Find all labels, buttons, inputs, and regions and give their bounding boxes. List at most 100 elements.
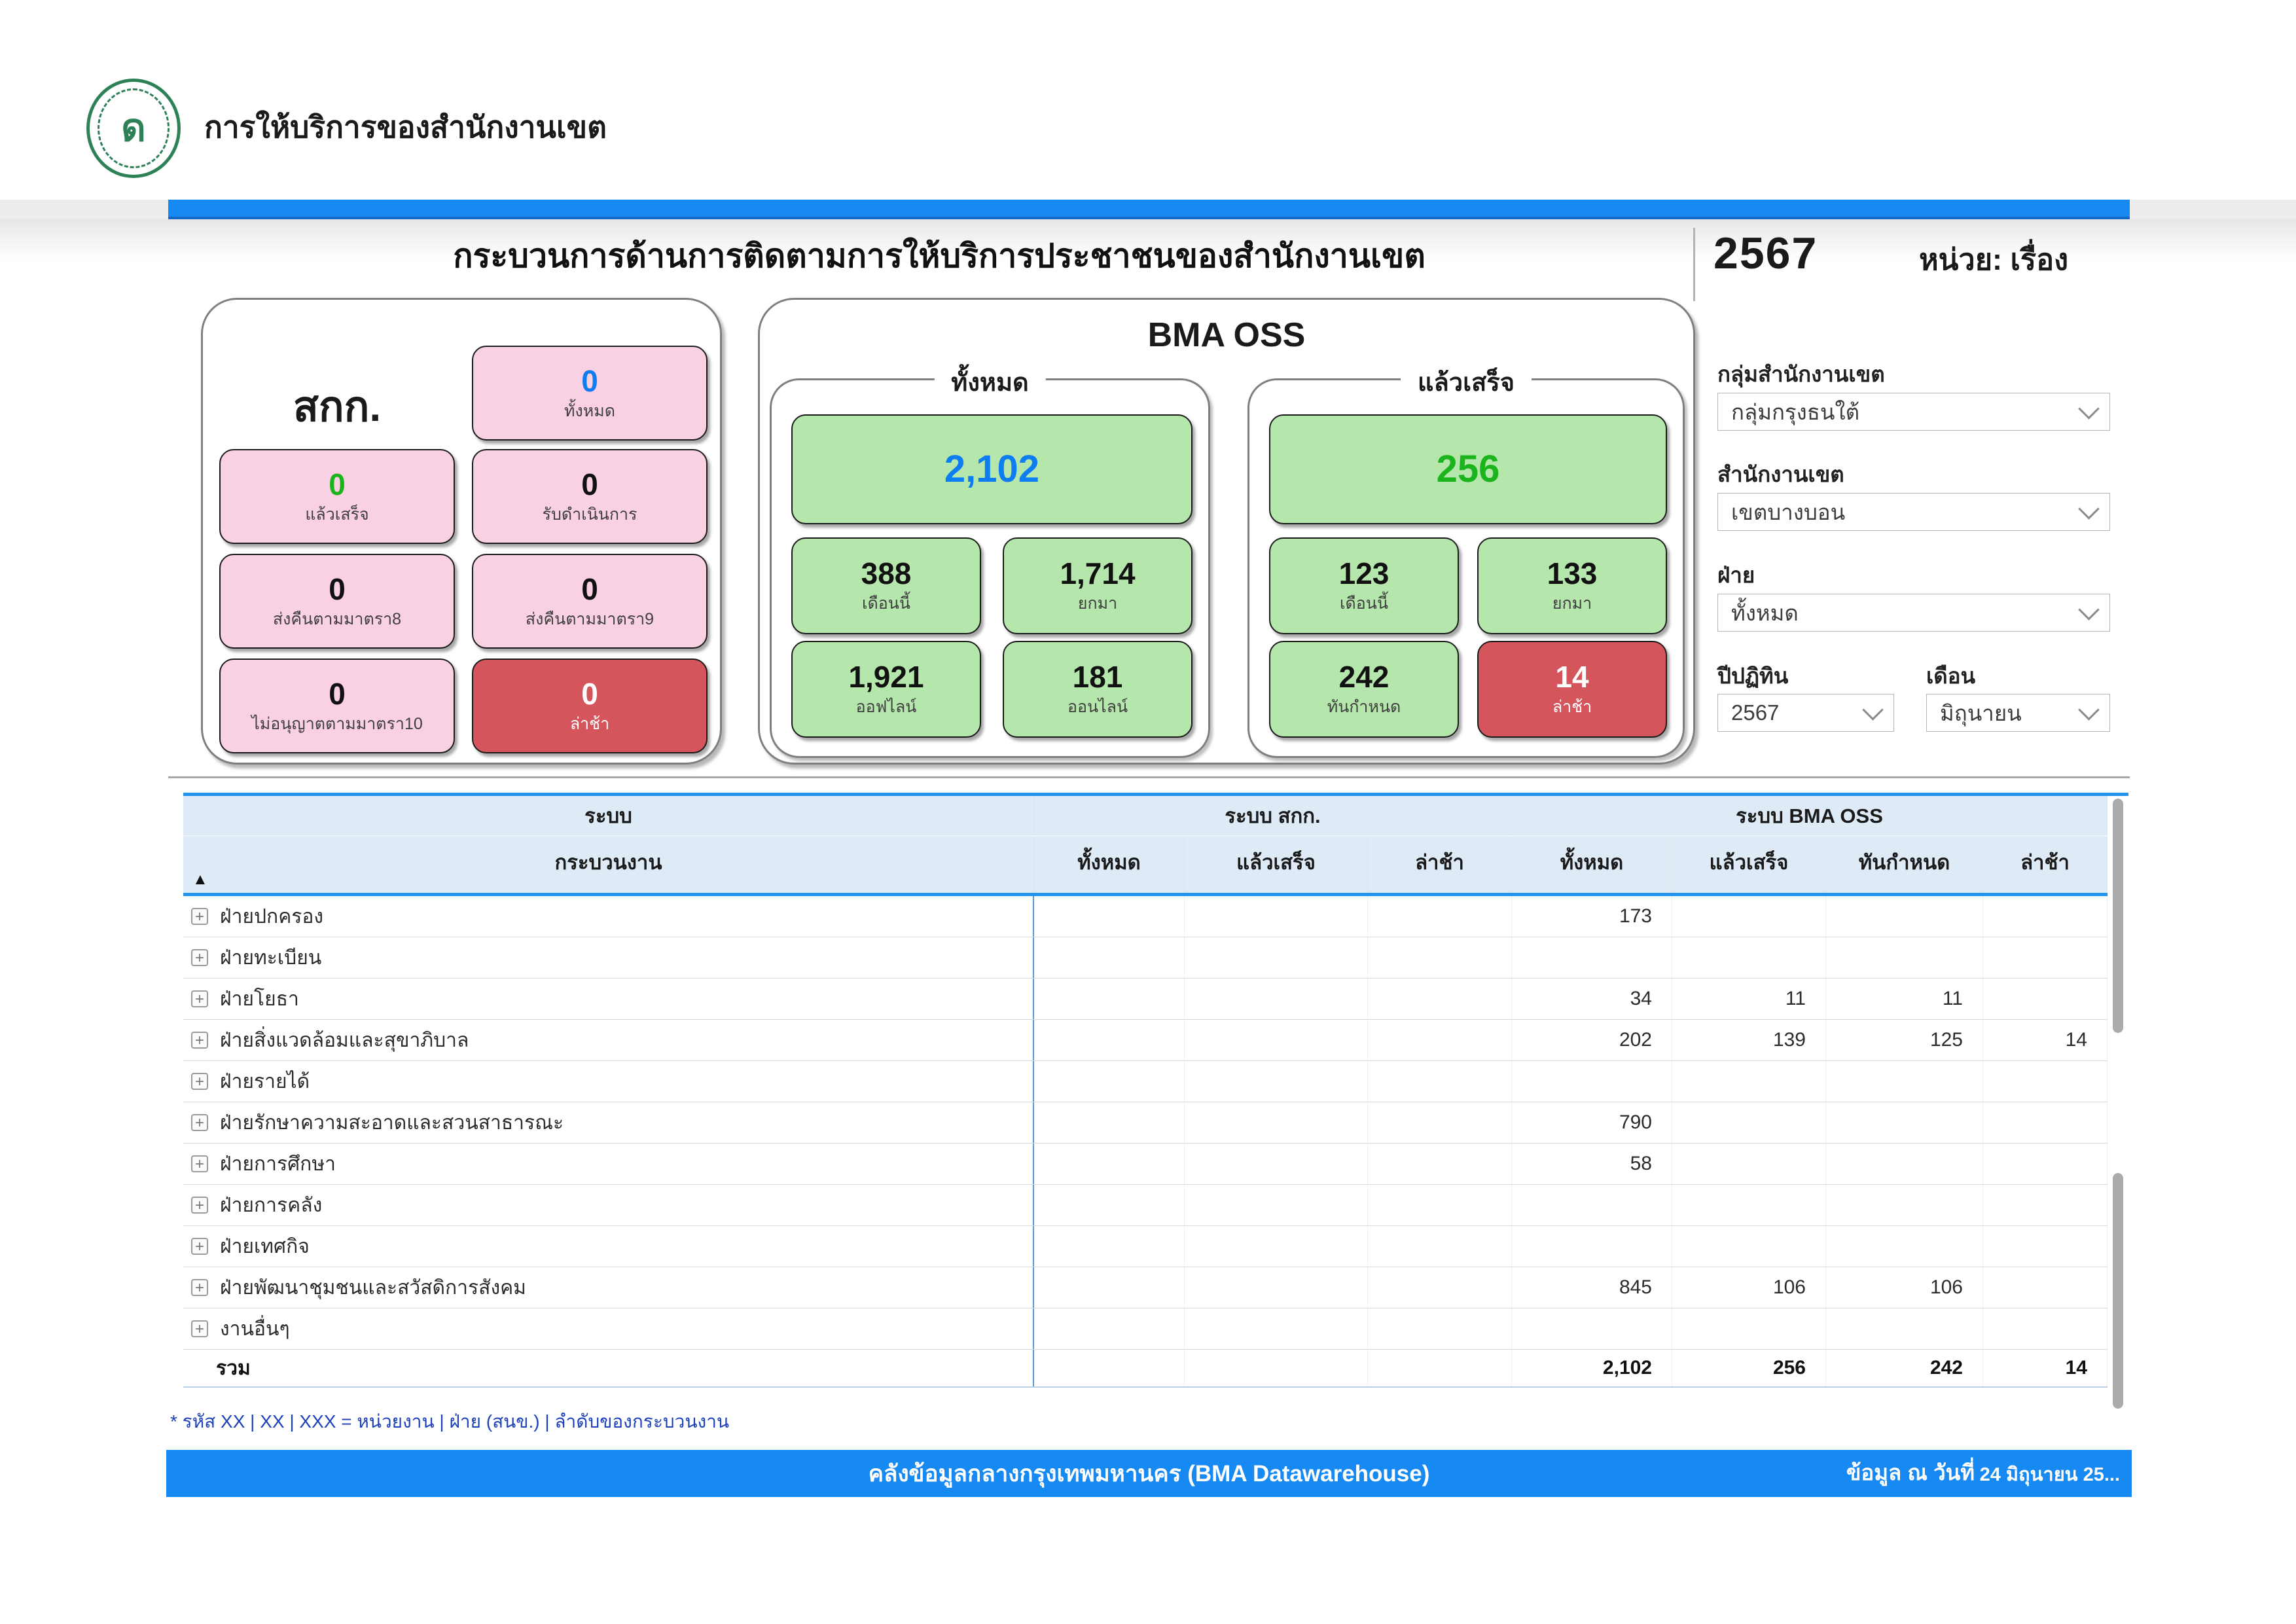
value-cell: 790 — [1512, 1102, 1672, 1143]
chevron-down-icon — [2078, 598, 2100, 621]
value-cell — [1826, 937, 1983, 978]
filter-dropdown-calendar-year[interactable]: 2567 — [1717, 694, 1894, 732]
table-column-header[interactable]: ทันกำหนด — [1826, 837, 1983, 893]
row-header-cell: + ฝ่ายโยธา — [183, 979, 1034, 1019]
row-label: งานอื่นๆ — [220, 1318, 290, 1340]
row-label: ฝ่ายรายได้ — [220, 1070, 310, 1092]
table-column-header[interactable]: ทั้งหมด — [1034, 837, 1185, 893]
row-label: รวม — [216, 1357, 251, 1379]
value-cell — [1983, 896, 2108, 937]
value-cell: 845 — [1512, 1267, 1672, 1308]
table-scrollbar-thumb-lower[interactable] — [2113, 1173, 2123, 1409]
value-cell — [1185, 979, 1368, 1019]
value-cell — [1672, 1102, 1826, 1143]
table-row[interactable]: + ฝ่ายพัฒนาชุมชนและสวัสดิการสังคม 845 106 10… — [183, 1267, 2108, 1308]
value-cell — [1185, 896, 1368, 937]
table-row[interactable]: + ฝ่ายเทศกิจ — [183, 1226, 2108, 1267]
expand-plus-icon[interactable]: + — [191, 1114, 208, 1131]
table-row[interactable]: + ฝ่ายสิ่งแวดล้อมและสุขาภิบาล 202 139 125 14 — [183, 1020, 2108, 1061]
table-row[interactable]: + งานอื่นๆ — [183, 1308, 2108, 1350]
sort-ascending-icon[interactable]: ▲ — [192, 871, 208, 888]
filter-dropdown-division[interactable]: ทั้งหมด — [1717, 594, 2110, 632]
table-row[interactable]: + ฝ่ายโยธา 34 11 11 — [183, 979, 2108, 1020]
table-column-header[interactable]: ล่าช้า — [1983, 837, 2108, 893]
year-badge: 2567 — [1713, 228, 1818, 278]
unit-label: หน่วย: เรื่อง — [1919, 243, 2069, 276]
expand-plus-icon[interactable]: + — [191, 1238, 208, 1255]
kpi-card-ส่งคืนตามมาตรา8: 0 ส่งคืนตามมาตรา8 — [219, 554, 455, 649]
kpi-card-ทั้งหมด: 0 ทั้งหมด — [472, 346, 708, 441]
title-divider — [1693, 228, 1695, 301]
value-cell — [1826, 1226, 1983, 1267]
table-column-header[interactable]: แล้วเสร็จ — [1672, 837, 1826, 893]
kpi-label: ออฟไลน์ — [855, 698, 917, 717]
filter-label-month: เดือน — [1926, 664, 1976, 688]
top-accent-bar — [168, 200, 2130, 219]
row-header-cell: + ฝ่ายปกครอง — [183, 896, 1034, 937]
value-cell — [1672, 1308, 1826, 1349]
value-cell: 242 — [1826, 1350, 1983, 1386]
table-column-header[interactable]: ล่าช้า — [1368, 837, 1512, 893]
expand-plus-icon[interactable]: + — [191, 1032, 208, 1049]
table-row[interactable]: + ฝ่ายการคลัง — [183, 1185, 2108, 1226]
value-cell — [1826, 1102, 1983, 1143]
expand-plus-icon[interactable]: + — [191, 1320, 208, 1337]
value-cell — [1034, 1308, 1185, 1349]
value-cell — [1185, 1185, 1368, 1225]
expand-plus-icon[interactable]: + — [191, 990, 208, 1007]
table-column-header[interactable]: กระบวนงาน — [183, 837, 1034, 893]
filter-dropdown-month[interactable]: มิถุนายน — [1926, 694, 2110, 732]
filter-value-district-group: กลุ่มกรุงธนใต้ — [1731, 399, 1860, 424]
value-cell — [1368, 1350, 1512, 1386]
value-cell: 202 — [1512, 1020, 1672, 1060]
expand-plus-icon[interactable]: + — [191, 1073, 208, 1090]
row-label: ฝ่ายเทศกิจ — [220, 1235, 310, 1257]
row-header-cell: รวม — [183, 1350, 1034, 1386]
table-row[interactable]: รวม 2,102 256 242 14 — [183, 1350, 2108, 1388]
expand-plus-icon[interactable]: + — [191, 1197, 208, 1214]
value-cell — [1185, 1102, 1368, 1143]
value-cell — [1512, 1308, 1672, 1349]
kpi-card-ไม่อนุญาตตามมาตรา10: 0 ไม่อนุญาตตามมาตรา10 — [219, 659, 455, 753]
value-cell — [1983, 979, 2108, 1019]
row-label: ฝ่ายรักษาความสะอาดและสวนสาธารณะ — [220, 1111, 564, 1134]
filter-dropdown-district-group[interactable]: กลุ่มกรุงธนใต้ — [1717, 393, 2110, 431]
value-cell — [1512, 1061, 1672, 1102]
value-cell — [1672, 1144, 1826, 1184]
bma-oss-panel: BMA OSS ทั้งหมด 2,102 388 เดือนนี้ 1,714 ยกมา… — [758, 298, 1695, 765]
table-column-header[interactable]: ทั้งหมด — [1512, 837, 1672, 893]
kpi-value: 0 — [581, 676, 598, 711]
table-scrollbar-thumb-upper[interactable] — [2113, 799, 2123, 1033]
kpi-label: ออนไลน์ — [1067, 698, 1128, 717]
table-row[interactable]: + ฝ่ายทะเบียน — [183, 937, 2108, 979]
table-footnote: * รหัส XX | XX | XXX = หน่วยงาน | ฝ่าย (… — [170, 1411, 730, 1432]
bma-seal-figure: ด — [121, 107, 146, 149]
kpi-value: 181 — [1072, 660, 1123, 695]
expand-plus-icon[interactable]: + — [191, 1279, 208, 1296]
kpi-value: 0 — [581, 363, 598, 398]
filter-dropdown-district-office[interactable]: เขตบางบอน — [1717, 493, 2110, 531]
kpi-label: เดือนนี้ — [862, 594, 910, 613]
filter-value-month: มิถุนายน — [1940, 700, 2022, 725]
report-title: กระบวนการด้านการติดตามการให้บริการประชาช… — [453, 238, 1426, 274]
expand-plus-icon[interactable]: + — [191, 1155, 208, 1172]
kpi-card-แล้วเสร็จ: 0 แล้วเสร็จ — [219, 449, 455, 544]
kpi-label: เดือนนี้ — [1340, 594, 1388, 613]
table-row[interactable]: + ฝ่ายปกครอง 173 — [183, 896, 2108, 937]
value-cell: 58 — [1512, 1144, 1672, 1184]
kpi-card-เดือนนี้: 123 เดือนนี้ — [1269, 537, 1459, 634]
value-cell — [1034, 937, 1185, 978]
table-group-header: ระบบ สกก. — [1034, 796, 1512, 835]
value-cell: 11 — [1826, 979, 1983, 1019]
table-column-header[interactable]: แล้วเสร็จ — [1185, 837, 1368, 893]
value-cell: 14 — [1983, 1020, 2108, 1060]
table-row[interactable]: + ฝ่ายรายได้ — [183, 1061, 2108, 1102]
row-header-cell: + ฝ่ายรักษาความสะอาดและสวนสาธารณะ — [183, 1102, 1034, 1143]
expand-plus-icon[interactable]: + — [191, 949, 208, 966]
expand-plus-icon[interactable]: + — [191, 908, 208, 925]
filter-label-district-office: สำนักงานเขต — [1717, 462, 1844, 486]
table-row[interactable]: + ฝ่ายการศึกษา 58 — [183, 1144, 2108, 1185]
table-row[interactable]: + ฝ่ายรักษาความสะอาดและสวนสาธารณะ 790 — [183, 1102, 2108, 1144]
process-table: ระบบ ระบบ สกก. ระบบ BMA OSS ▲ กระบวนงาน ทั้… — [183, 793, 2128, 1389]
value-cell — [1185, 1144, 1368, 1184]
